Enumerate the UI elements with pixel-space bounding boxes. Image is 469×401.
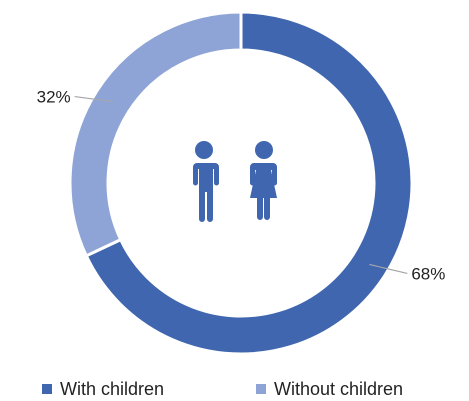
legend-swatch-without-children	[256, 384, 266, 394]
data-labels: 68% 32%	[37, 88, 446, 284]
leader-line-with-children	[369, 263, 408, 275]
legend-item-without-children: Without children	[256, 378, 403, 400]
boy-icon	[193, 141, 219, 222]
slice-with-children	[84, 10, 414, 356]
legend-label-with-children: With children	[60, 378, 165, 399]
donut-slices	[68, 10, 414, 356]
leader-line-without-children	[74, 95, 113, 103]
legend-item-with-children: With children	[42, 378, 164, 400]
girl-icon	[250, 141, 277, 220]
legend-swatch-with-children	[42, 384, 52, 394]
children-icon	[193, 141, 277, 222]
legend-label-without-children: Without children	[274, 378, 404, 399]
slice-without-children	[68, 10, 243, 258]
data-label-with-children: 68%	[411, 264, 445, 283]
data-label-without-children: 32%	[37, 88, 71, 107]
legend: With children Without children	[0, 378, 469, 400]
leader-lines	[74, 95, 408, 275]
